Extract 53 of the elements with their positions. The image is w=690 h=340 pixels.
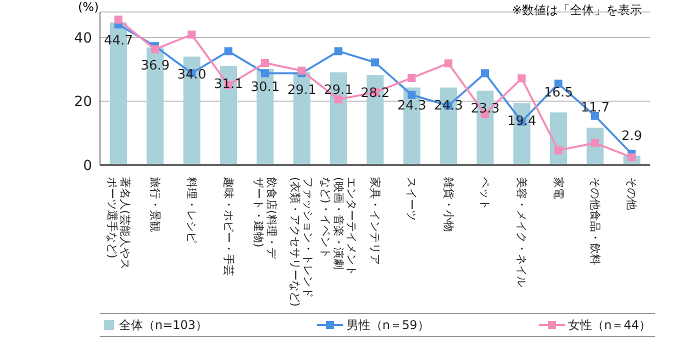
point bbox=[591, 139, 599, 148]
point bbox=[408, 74, 416, 82]
data-label: 34.0 bbox=[177, 68, 206, 83]
data-label: 36.9 bbox=[140, 58, 170, 74]
point bbox=[261, 69, 269, 78]
data-label: 23.3 bbox=[470, 102, 500, 117]
x-tick-label: 雑貨・小物 bbox=[442, 177, 455, 232]
data-label: 28.2 bbox=[360, 86, 390, 102]
x-tick-label: 料理・レシピ bbox=[185, 177, 198, 243]
x-tick-label: エンターテイメント(映画・音楽・演劇など)・イベント bbox=[318, 177, 358, 276]
point bbox=[114, 16, 122, 24]
x-tick-label: ファッション・トレンド(衣類・アクセサリーなど) bbox=[288, 177, 315, 307]
y-tick-label: 20 bbox=[74, 94, 92, 110]
point bbox=[518, 74, 526, 82]
x-tick-label: 家具・インテリア bbox=[368, 177, 382, 265]
data-label: 44.7 bbox=[104, 34, 133, 49]
data-label: 29.1 bbox=[324, 83, 353, 98]
x-tick-label: 美容・メイク・ネイル bbox=[515, 177, 528, 287]
x-tick-label: ペット bbox=[478, 177, 492, 210]
point bbox=[261, 59, 269, 67]
x-tick-label: 著名人(芸能人やスポーツ選手など) bbox=[105, 177, 132, 270]
x-tick-label: その他食品・飲料 bbox=[588, 177, 602, 265]
y-axis-title: (%) bbox=[78, 0, 99, 14]
point bbox=[481, 69, 489, 78]
y-tick-label: 40 bbox=[74, 30, 92, 46]
point bbox=[628, 153, 636, 162]
x-tick-label: その他 bbox=[625, 177, 638, 210]
point bbox=[334, 47, 342, 56]
data-label: 19.4 bbox=[507, 114, 536, 130]
point bbox=[151, 45, 159, 54]
data-label: 24.3 bbox=[434, 98, 463, 114]
data-label: 30.1 bbox=[250, 80, 280, 96]
point bbox=[298, 66, 306, 75]
x-tick-label: 家電 bbox=[552, 177, 565, 199]
x-tick-label: 趣味・ホビー・手芸 bbox=[222, 177, 235, 276]
point bbox=[554, 146, 562, 154]
point bbox=[224, 47, 232, 56]
legend-label: 女性（n＝44） bbox=[567, 316, 651, 334]
y-tick-label: 0 bbox=[83, 158, 92, 174]
legend-label: 男性（n＝59） bbox=[345, 316, 430, 334]
data-label: 29.1 bbox=[287, 83, 316, 98]
data-label: 2.9 bbox=[621, 128, 642, 144]
point bbox=[371, 58, 379, 66]
legend-label: 全体（n=103） bbox=[118, 316, 208, 334]
point bbox=[188, 30, 196, 39]
point bbox=[408, 90, 416, 99]
x-tick-label: 飲食店(料理・デザート・建物) bbox=[252, 177, 278, 260]
x-tick-label: 旅行・景観 bbox=[148, 177, 162, 232]
point bbox=[444, 59, 452, 68]
data-label: 24.3 bbox=[397, 98, 426, 114]
point bbox=[334, 95, 342, 104]
data-label: 31.1 bbox=[214, 76, 243, 92]
x-tick-label: スイーツ bbox=[405, 177, 418, 221]
